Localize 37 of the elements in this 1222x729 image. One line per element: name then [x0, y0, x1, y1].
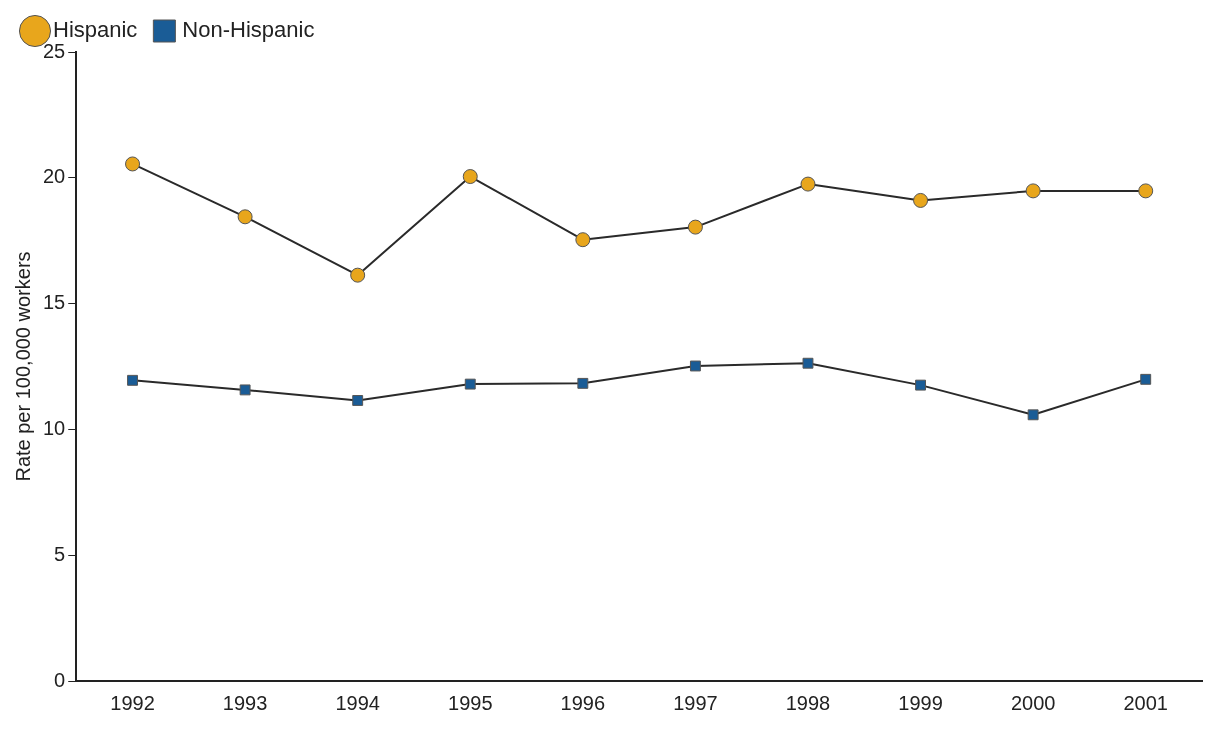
x-tick-label: 2000 [1010, 691, 1056, 714]
point [237, 209, 253, 225]
y-tick-label: 10 [43, 416, 66, 439]
y-tick-label: 20 [43, 165, 66, 188]
point [913, 192, 929, 208]
x-tick-label: 1996 [560, 691, 606, 714]
x-tick-label: 1997 [673, 691, 718, 714]
y-tick-label: 0 [54, 668, 66, 691]
legend-label: Non-Hispanic [182, 17, 315, 43]
point [575, 232, 591, 248]
point [577, 377, 589, 389]
y-axis-title: Rate per 100,000 workers [11, 251, 34, 482]
point [1140, 373, 1152, 385]
point [239, 384, 251, 396]
x-tick-label: 1998 [785, 691, 831, 714]
point [800, 176, 816, 192]
point [1025, 183, 1041, 199]
x-tick-label: 1993 [222, 691, 268, 714]
y-tick-label: 15 [43, 291, 66, 314]
point [352, 395, 364, 406]
point [125, 156, 141, 172]
x-tick-label: 2001 [1123, 691, 1168, 714]
point [802, 357, 814, 369]
x-tick-label: 1995 [448, 691, 493, 714]
point [1027, 409, 1039, 421]
point [127, 374, 138, 386]
point [464, 378, 476, 390]
point [350, 267, 366, 283]
point [915, 379, 927, 391]
point [689, 360, 701, 372]
y-tick-label: 5 [54, 542, 66, 565]
x-tick-label: 1994 [335, 691, 380, 714]
x-tick-label: 1992 [110, 691, 155, 714]
point [687, 219, 703, 235]
point [1138, 183, 1154, 199]
point [462, 169, 478, 185]
x-tick-label: 1999 [898, 691, 943, 714]
